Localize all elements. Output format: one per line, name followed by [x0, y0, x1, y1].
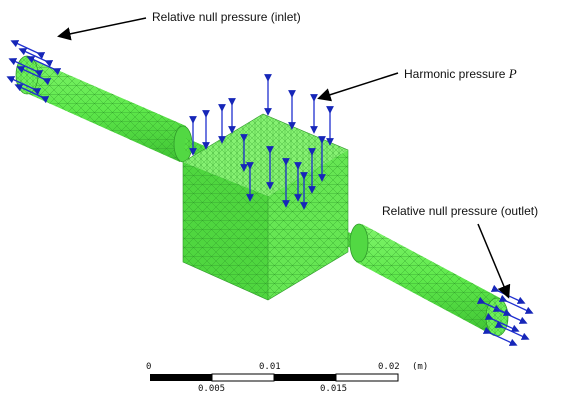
scale-tick-0.005: 0.005 — [198, 384, 225, 394]
scale-tick-0: 0 — [146, 362, 151, 372]
inlet-tube — [16, 56, 214, 162]
outlet-leader-arrow — [478, 224, 508, 296]
inlet-label: Relative null pressure (inlet) — [152, 10, 301, 24]
scale-bar — [150, 374, 398, 381]
outlet-label: Relative null pressure (outlet) — [382, 204, 538, 218]
scale-tick-0.015: 0.015 — [320, 384, 347, 394]
scale-seg-4 — [336, 374, 398, 381]
central-block — [183, 114, 348, 300]
harmonic-leader-arrow — [320, 73, 398, 98]
scale-seg-1 — [150, 374, 212, 381]
scale-seg-3 — [274, 374, 336, 381]
harmonic-pressure-label: Harmonic pressure P — [404, 66, 517, 82]
scale-seg-2 — [212, 374, 274, 381]
inlet-leader-arrow — [60, 18, 146, 36]
outlet-null-pressure-arrow — [504, 300, 530, 312]
scale-tick-0.01: 0.01 — [259, 362, 281, 372]
harmonic-pressure-text: Harmonic pressure — [404, 67, 509, 81]
scale-tick-0.02: 0.02 — [378, 362, 400, 372]
scale-unit: (m) — [412, 362, 428, 372]
harmonic-pressure-symbol: P — [509, 66, 517, 81]
